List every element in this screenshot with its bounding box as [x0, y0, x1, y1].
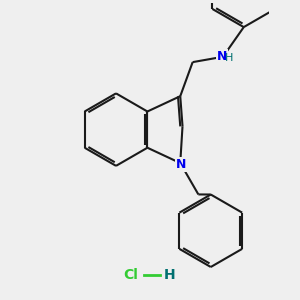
Text: H: H — [164, 268, 175, 282]
Text: H: H — [225, 53, 233, 63]
Text: N: N — [217, 50, 227, 63]
Text: Cl: Cl — [123, 268, 138, 282]
Text: N: N — [176, 158, 186, 171]
